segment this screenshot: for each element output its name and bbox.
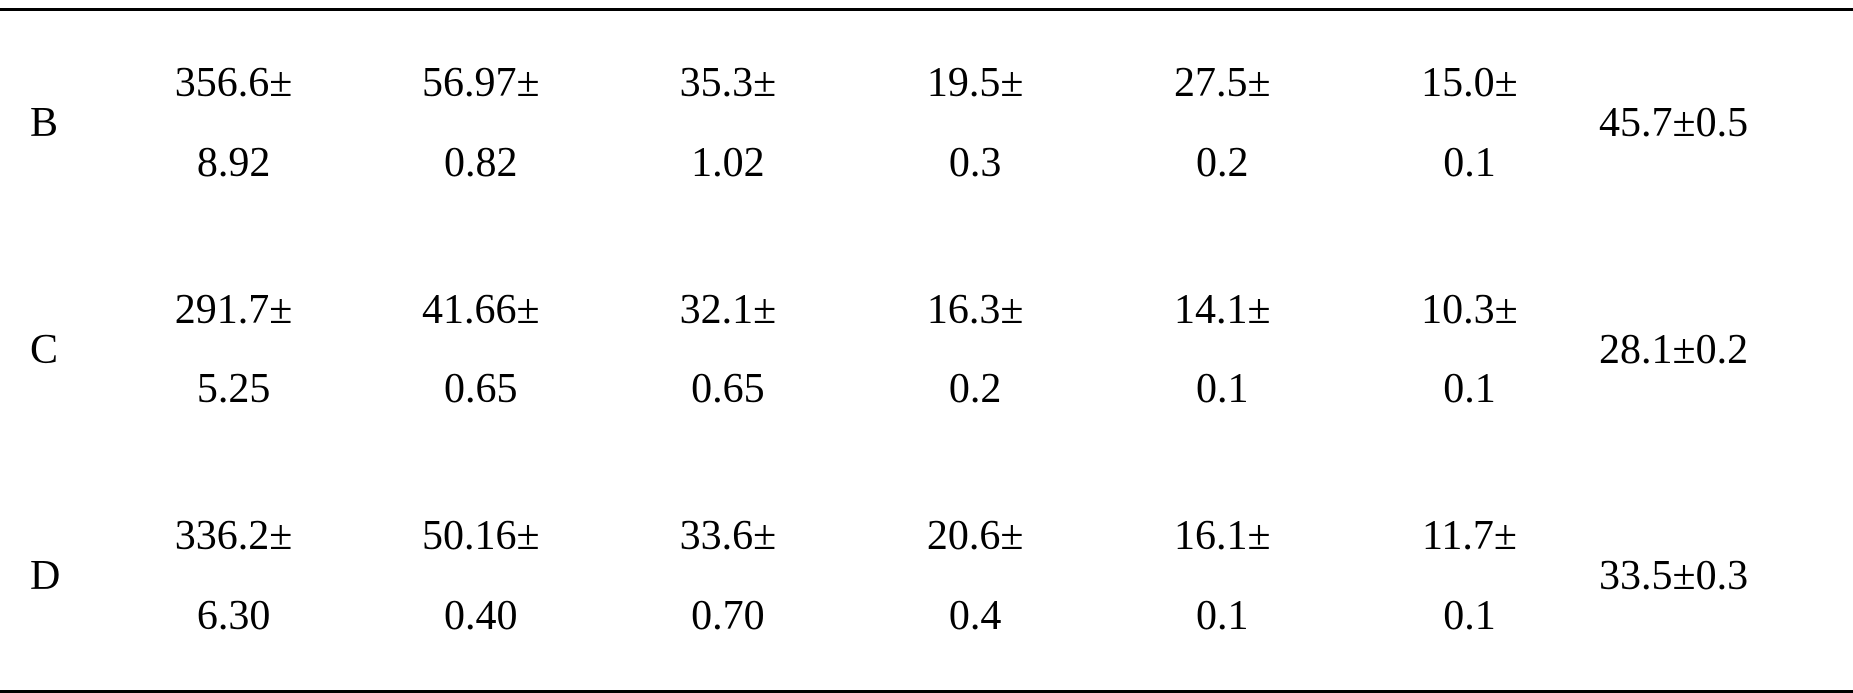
cell-value-bot: 0.65 <box>357 350 604 430</box>
cell-value-top: 16.3± <box>852 271 1099 351</box>
cell: 33.6± 0.70 <box>604 497 851 657</box>
cell: 10.3± 0.1 <box>1346 271 1593 431</box>
cell: 19.5± 0.3 <box>852 44 1099 204</box>
cell-value-top: 41.66± <box>357 271 604 351</box>
cell: 50.16± 0.40 <box>357 497 604 657</box>
cell-value-bot: 8.92 <box>110 124 357 204</box>
cell-value-bot: 0.1 <box>1346 350 1593 430</box>
cell: 32.1± 0.65 <box>604 271 851 431</box>
cell-value-bot: 0.82 <box>357 124 604 204</box>
cell-value-bot: 0.70 <box>604 577 851 657</box>
cell-value-bot: 0.2 <box>1099 124 1346 204</box>
cell: 11.7± 0.1 <box>1346 497 1593 657</box>
cell: 56.97± 0.82 <box>357 44 604 204</box>
cell-value-top: 291.7± <box>110 271 357 351</box>
cell-value-bot: 0.2 <box>852 350 1099 430</box>
cell: 356.6± 8.92 <box>110 44 357 204</box>
cell-value-bot: 5.25 <box>110 350 357 430</box>
cell-value-bot: 0.1 <box>1346 577 1593 657</box>
cell: 20.6± 0.4 <box>852 497 1099 657</box>
cell-value-bot: 0.4 <box>852 577 1099 657</box>
cell-value-top: 19.5± <box>852 44 1099 124</box>
table-row: D 336.2± 6.30 50.16± 0.40 33.6± 0.70 20.… <box>0 464 1853 690</box>
cell-value-top: 27.5± <box>1099 44 1346 124</box>
cell-value-bot: 0.1 <box>1099 577 1346 657</box>
cell-value-top: 15.0± <box>1346 44 1593 124</box>
cell-value-top: 50.16± <box>357 497 604 577</box>
row-label: B <box>0 84 110 164</box>
cell-value-top: 56.97± <box>357 44 604 124</box>
row-label: D <box>0 537 110 617</box>
cell: 27.5± 0.2 <box>1099 44 1346 204</box>
cell: 35.3± 1.02 <box>604 44 851 204</box>
cell-value-bot: 0.40 <box>357 577 604 657</box>
cell-value-top: 10.3± <box>1346 271 1593 351</box>
cell-value-top: 356.6± <box>110 44 357 124</box>
cell-value-top: 33.6± <box>604 497 851 577</box>
cell-value-bot: 0.65 <box>604 350 851 430</box>
cell-last: 33.5±0.3 <box>1593 537 1853 617</box>
cell-value-bot: 0.1 <box>1099 350 1346 430</box>
table-row: B 356.6± 8.92 56.97± 0.82 35.3± 1.02 19.… <box>0 11 1853 237</box>
cell-value-top: 11.7± <box>1346 497 1593 577</box>
cell: 14.1± 0.1 <box>1099 271 1346 431</box>
cell-value-top: 35.3± <box>604 44 851 124</box>
cell: 291.7± 5.25 <box>110 271 357 431</box>
table-row: C 291.7± 5.25 41.66± 0.65 32.1± 0.65 16.… <box>0 237 1853 463</box>
cell-value-top: 32.1± <box>604 271 851 351</box>
cell-value-bot: 0.1 <box>1346 124 1593 204</box>
cell-value-bot: 0.3 <box>852 124 1099 204</box>
cell: 15.0± 0.1 <box>1346 44 1593 204</box>
cell-value-top: 16.1± <box>1099 497 1346 577</box>
cell-last: 28.1±0.2 <box>1593 311 1853 391</box>
cell: 16.3± 0.2 <box>852 271 1099 431</box>
cell-last: 45.7±0.5 <box>1593 84 1853 164</box>
cell: 41.66± 0.65 <box>357 271 604 431</box>
cell: 336.2± 6.30 <box>110 497 357 657</box>
cell-value-bot: 6.30 <box>110 577 357 657</box>
cell-value-top: 336.2± <box>110 497 357 577</box>
cell-value-top: 14.1± <box>1099 271 1346 351</box>
cell: 16.1± 0.1 <box>1099 497 1346 657</box>
data-table: B 356.6± 8.92 56.97± 0.82 35.3± 1.02 19.… <box>0 8 1853 693</box>
row-label: C <box>0 311 110 391</box>
cell-value-top: 20.6± <box>852 497 1099 577</box>
cell-value-bot: 1.02 <box>604 124 851 204</box>
